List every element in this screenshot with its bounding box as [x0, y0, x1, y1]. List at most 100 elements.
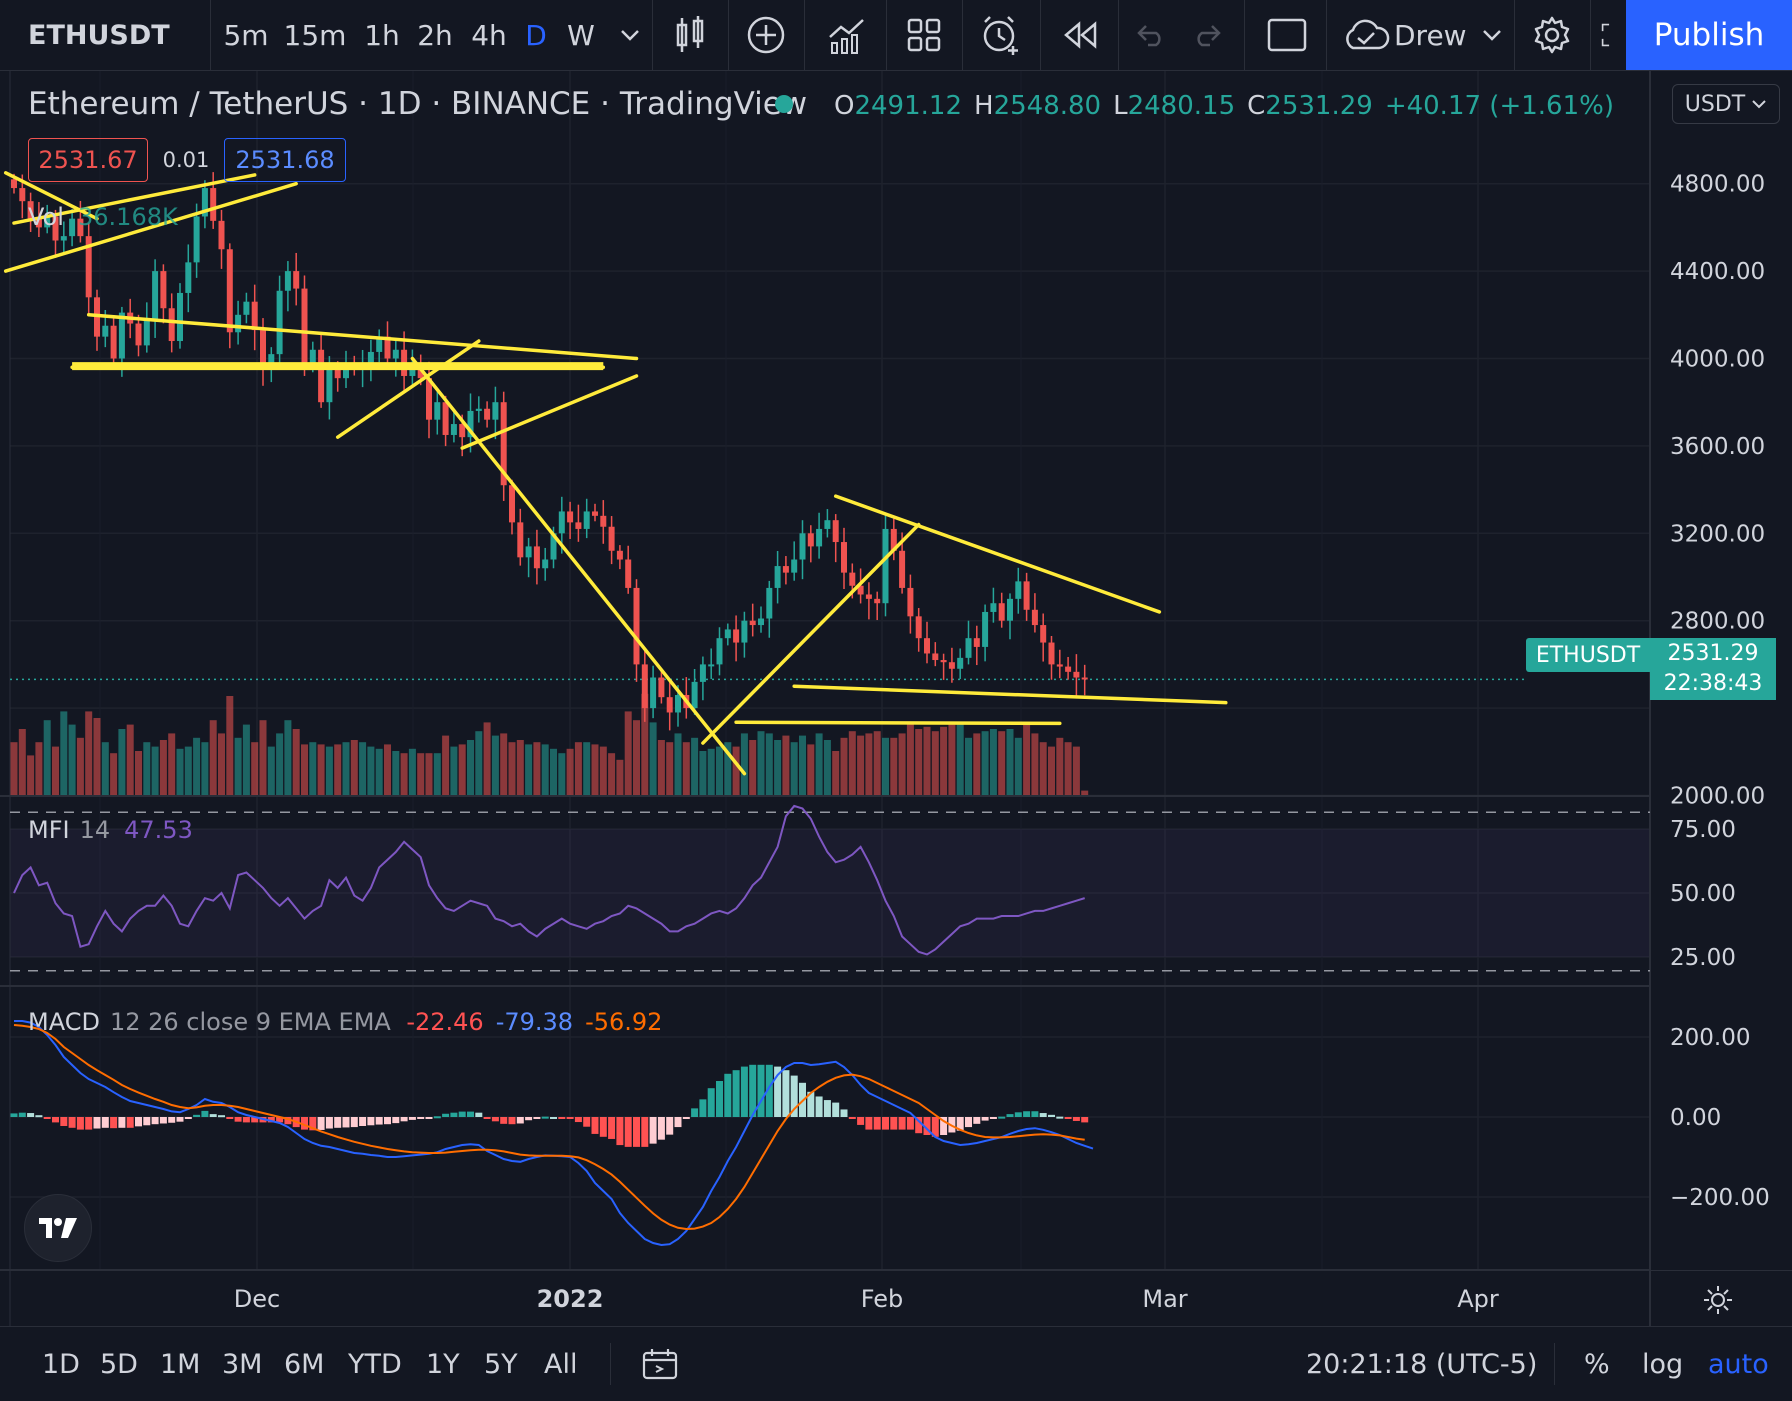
volume-bar [832, 751, 840, 795]
publish-button[interactable]: Publish [1626, 0, 1792, 70]
interval-w[interactable]: W [567, 18, 595, 52]
range-all[interactable]: All [544, 1348, 578, 1380]
volume-bar [774, 740, 782, 795]
candle-body [600, 515, 607, 527]
symbol-search[interactable]: ETHUSDT [28, 19, 170, 51]
macd-histogram-bar [325, 1117, 333, 1129]
volume-bar [973, 733, 981, 795]
macd-histogram-bar [757, 1064, 765, 1117]
cloud-save-icon[interactable] [1338, 0, 1394, 70]
macd-histogram-bar [1014, 1112, 1022, 1117]
undo-icon[interactable] [1126, 0, 1176, 70]
auto-scale-toggle[interactable]: auto [1708, 1348, 1769, 1380]
interval-d-active[interactable]: D [525, 18, 547, 52]
macd-histogram-bar [591, 1117, 599, 1134]
interval-1h[interactable]: 1h [364, 18, 400, 52]
volume-bar [558, 753, 566, 795]
volume-bar [184, 746, 192, 795]
macd-histogram-bar [782, 1070, 790, 1117]
macd-histogram-bar [682, 1117, 690, 1119]
macd-histogram-bar [566, 1117, 574, 1119]
candle-body [899, 550, 906, 588]
volume-bar [624, 711, 632, 795]
grid-lines [10, 70, 1650, 1270]
candle-body [824, 520, 831, 529]
macd-histogram-bar [691, 1108, 699, 1117]
interval-15m[interactable]: 15m [283, 18, 347, 52]
range-6m[interactable]: 6M [284, 1348, 325, 1380]
time-axis[interactable]: Dec 2022 Feb Mar Apr [234, 1285, 1499, 1313]
mfi-band [10, 829, 1650, 957]
interval-4h[interactable]: 4h [471, 18, 507, 52]
range-5y[interactable]: 5Y [484, 1348, 518, 1380]
volume-bar [118, 729, 126, 795]
range-1m[interactable]: 1M [160, 1348, 201, 1380]
layout-chevron-down-icon[interactable] [1476, 0, 1508, 70]
candle-body [52, 216, 59, 241]
volume-bar [516, 740, 524, 795]
macd-histogram-bar [85, 1117, 93, 1130]
layout-grid-icon[interactable] [894, 0, 954, 70]
time-axis-label: 2022 [537, 1285, 604, 1313]
candlesticks [11, 172, 1088, 731]
indicators-chart-icon[interactable] [812, 0, 882, 70]
macd-histogram-bar [749, 1064, 757, 1117]
range-3m[interactable]: 3M [222, 1348, 263, 1380]
volume-bar [475, 731, 483, 795]
add-indicator-plus-icon[interactable] [736, 0, 796, 70]
interval-5m[interactable]: 5m [223, 18, 269, 52]
bar-countdown: 22:38:43 [1663, 671, 1763, 696]
fullscreen-square-icon[interactable] [1254, 0, 1320, 70]
range-1d[interactable]: 1D [42, 1348, 80, 1380]
macd-histogram-bar [27, 1113, 35, 1117]
volume-bar [425, 753, 433, 795]
macd-histogram-bar [301, 1117, 308, 1130]
macd-histogram-bar [450, 1112, 458, 1117]
log-scale-toggle[interactable]: log [1642, 1348, 1684, 1380]
macd-histogram-bar [666, 1117, 674, 1135]
range-ytd[interactable]: YTD [348, 1348, 402, 1380]
candle-body [666, 697, 673, 713]
go-to-date-calendar-icon[interactable] [642, 1327, 678, 1401]
candle-body [177, 292, 183, 342]
macd-histogram-bar [384, 1117, 391, 1125]
percent-scale-toggle[interactable]: % [1584, 1348, 1610, 1380]
expand-icon[interactable] [1600, 0, 1626, 70]
range-5d[interactable]: 5D [100, 1348, 138, 1380]
macd-histogram-bar [184, 1117, 192, 1119]
time-axis-label: Feb [861, 1285, 904, 1313]
tradingview-logo-icon[interactable] [24, 1194, 92, 1262]
candle-body [301, 288, 308, 363]
layout-name[interactable]: Drew [1394, 18, 1467, 52]
candle-body [774, 566, 781, 588]
volume-bar [101, 742, 109, 795]
timezone-clock[interactable]: 20:21:18 (UTC-5) [1306, 1348, 1538, 1380]
chevron-down-icon[interactable] [608, 0, 652, 70]
candle-body [218, 220, 225, 250]
macd-histogram-bar [707, 1088, 715, 1117]
candle-body [616, 550, 623, 560]
macd-histogram-bar [857, 1117, 865, 1125]
macd-histogram-bar [533, 1117, 541, 1119]
axis-settings-gear-icon[interactable] [1700, 1282, 1736, 1318]
macd-histogram-bar [110, 1117, 118, 1129]
replay-rewind-icon[interactable] [1048, 0, 1114, 70]
candle-body [998, 603, 1005, 621]
range-1y[interactable]: 1Y [426, 1348, 460, 1380]
volume-bar [85, 711, 93, 795]
ohlc-h-label: H [974, 91, 994, 121]
candle-body [152, 271, 159, 320]
candle-body [550, 533, 557, 560]
currency-button[interactable]: USDT [1672, 84, 1780, 124]
mfi-axis-label: 50.00 [1670, 881, 1736, 907]
interval-2h[interactable]: 2h [417, 18, 453, 52]
buy-price-button[interactable]: 2531.68 [224, 138, 346, 182]
redo-icon[interactable] [1182, 0, 1232, 70]
alert-clock-icon[interactable] [970, 0, 1032, 70]
trend-line-drawings[interactable] [3, 171, 1228, 776]
sell-price-button[interactable]: 2531.67 [28, 138, 148, 182]
bar-style-icon[interactable] [660, 0, 720, 70]
candle-body [268, 354, 275, 370]
settings-gear-icon[interactable] [1522, 0, 1582, 70]
